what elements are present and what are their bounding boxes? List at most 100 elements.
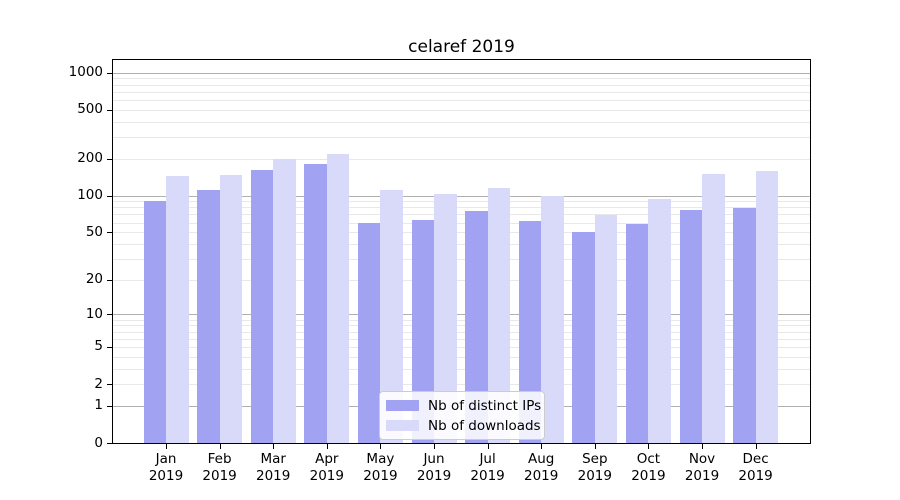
chart-title: celaref 2019 — [408, 37, 515, 57]
gridline-minor-900 — [113, 78, 810, 80]
gridline-minor-300 — [113, 136, 810, 138]
xtick-mark-jun — [434, 444, 435, 449]
xtick-mark-apr — [326, 444, 328, 449]
gridline-minor-600 — [113, 99, 810, 101]
xtick-label-sep: Sep 2019 — [559, 451, 631, 484]
bar-distinct-ips-mar — [250, 169, 274, 443]
gridline-minor-6 — [113, 338, 810, 340]
ytick-label-0: 0 — [94, 434, 103, 451]
gridline-minor-7 — [113, 331, 810, 333]
xtick-label-dec: Dec 2019 — [720, 451, 792, 484]
ytick-label-500: 500 — [77, 101, 103, 118]
ytick-mark-200 — [107, 158, 112, 160]
xtick-year-aug: 2019 — [524, 467, 559, 484]
gridline-minor-70 — [113, 214, 810, 216]
gridline-minor-60 — [113, 222, 810, 224]
ytick-label-1: 1 — [94, 397, 103, 414]
xtick-mark-mar — [273, 444, 275, 449]
gridline-minor-700 — [113, 91, 810, 93]
ytick-label-1000: 1000 — [68, 64, 103, 80]
xtick-year-mar: 2019 — [256, 467, 291, 484]
xtick-month-apr: Apr — [315, 451, 339, 467]
xtick-label-nov: Nov 2019 — [666, 451, 738, 484]
bar-downloads-may — [380, 190, 403, 443]
bar-distinct-ips-jul — [465, 210, 488, 443]
xtick-year-nov: 2019 — [684, 467, 720, 484]
gridline-minor-5 — [113, 346, 810, 348]
ytick-mark-100 — [107, 195, 112, 197]
bar-distinct-ips-jun — [411, 220, 434, 443]
bar-downloads-apr — [326, 153, 350, 443]
ytick-mark-50 — [107, 232, 112, 234]
xtick-year-apr: 2019 — [309, 467, 344, 484]
xtick-year-sep: 2019 — [577, 467, 612, 484]
xtick-label-may: May 2019 — [344, 451, 416, 484]
xtick-year-feb: 2019 — [202, 467, 237, 484]
xtick-month-jan: Jan — [155, 451, 177, 467]
ytick-mark-20 — [107, 279, 112, 281]
bars-layer — [113, 60, 810, 443]
gridline-minor-200 — [113, 158, 810, 160]
gridline-minor-2 — [113, 384, 810, 386]
xtick-label-apr: Apr 2019 — [291, 451, 363, 484]
ytick-mark-1 — [107, 405, 112, 407]
gridline-minor-20 — [113, 279, 810, 281]
bar-downloads-jun — [434, 193, 457, 443]
legend-swatch-downloads — [386, 420, 419, 431]
gridline-minor-50 — [113, 232, 810, 234]
xtick-year-may: 2019 — [363, 467, 398, 484]
gridline-minor-40 — [113, 243, 810, 245]
ytick-label-5: 5 — [94, 338, 103, 355]
xtick-year-jul: 2019 — [470, 467, 505, 484]
ytick-label-10: 10 — [85, 305, 103, 322]
gridline-major-1000 — [113, 72, 810, 74]
xtick-year-oct: 2019 — [631, 467, 666, 484]
plot-area — [112, 59, 811, 444]
xtick-mark-dec — [755, 444, 757, 449]
gridline-minor-8 — [113, 325, 810, 327]
xtick-month-jun: Jun — [423, 451, 445, 467]
gridline-minor-4 — [113, 356, 810, 358]
xtick-label-aug: Aug 2019 — [505, 451, 577, 484]
ytick-mark-1000 — [107, 72, 112, 74]
xtick-label-feb: Feb 2019 — [184, 451, 256, 484]
legend-entry-distinct-ips: Nb of distinct IPs — [386, 397, 541, 414]
bar-downloads-jan — [166, 175, 189, 443]
xtick-mark-aug — [541, 444, 543, 449]
bar-distinct-ips-feb — [197, 190, 220, 443]
gridline-minor-800 — [113, 84, 810, 86]
legend-label-distinct-ips: Nb of distinct IPs — [428, 397, 542, 414]
xtick-month-mar: Mar — [260, 451, 286, 467]
ytick-label-2: 2 — [94, 375, 103, 392]
xtick-year-jun: 2019 — [416, 467, 452, 484]
legend-entry-downloads: Nb of downloads — [386, 417, 541, 434]
ytick-mark-5 — [107, 346, 112, 348]
bar-downloads-dec — [755, 170, 779, 443]
ytick-mark-10 — [107, 314, 112, 316]
gridline-minor-400 — [113, 121, 810, 123]
bar-downloads-sep — [594, 215, 618, 443]
legend-label-downloads: Nb of downloads — [428, 417, 541, 434]
xtick-month-sep: Sep — [582, 451, 608, 467]
xtick-month-nov: Nov — [688, 451, 716, 467]
bar-downloads-mar — [273, 158, 296, 443]
bar-distinct-ips-sep — [572, 232, 595, 443]
gridline-minor-3 — [113, 368, 810, 370]
legend-swatch-distinct-ips — [386, 400, 419, 411]
ytick-label-50: 50 — [85, 223, 103, 240]
ytick-mark-2 — [107, 384, 112, 386]
xtick-month-feb: Feb — [207, 451, 232, 467]
xtick-label-jan: Jan 2019 — [130, 451, 202, 484]
gridline-minor-9 — [113, 319, 810, 321]
xtick-label-jul: Jul 2019 — [452, 451, 524, 484]
gridline-minor-500 — [113, 109, 810, 111]
xtick-mark-nov — [702, 444, 703, 449]
xtick-label-oct: Oct 2019 — [612, 451, 684, 484]
xtick-mark-jul — [487, 444, 489, 449]
ytick-label-20: 20 — [85, 271, 103, 288]
xtick-label-mar: Mar 2019 — [237, 451, 309, 484]
xtick-year-dec: 2019 — [738, 467, 773, 484]
gridline-minor-30 — [113, 258, 810, 260]
gridlines-layer — [113, 60, 810, 443]
xtick-month-may: May — [366, 451, 395, 467]
